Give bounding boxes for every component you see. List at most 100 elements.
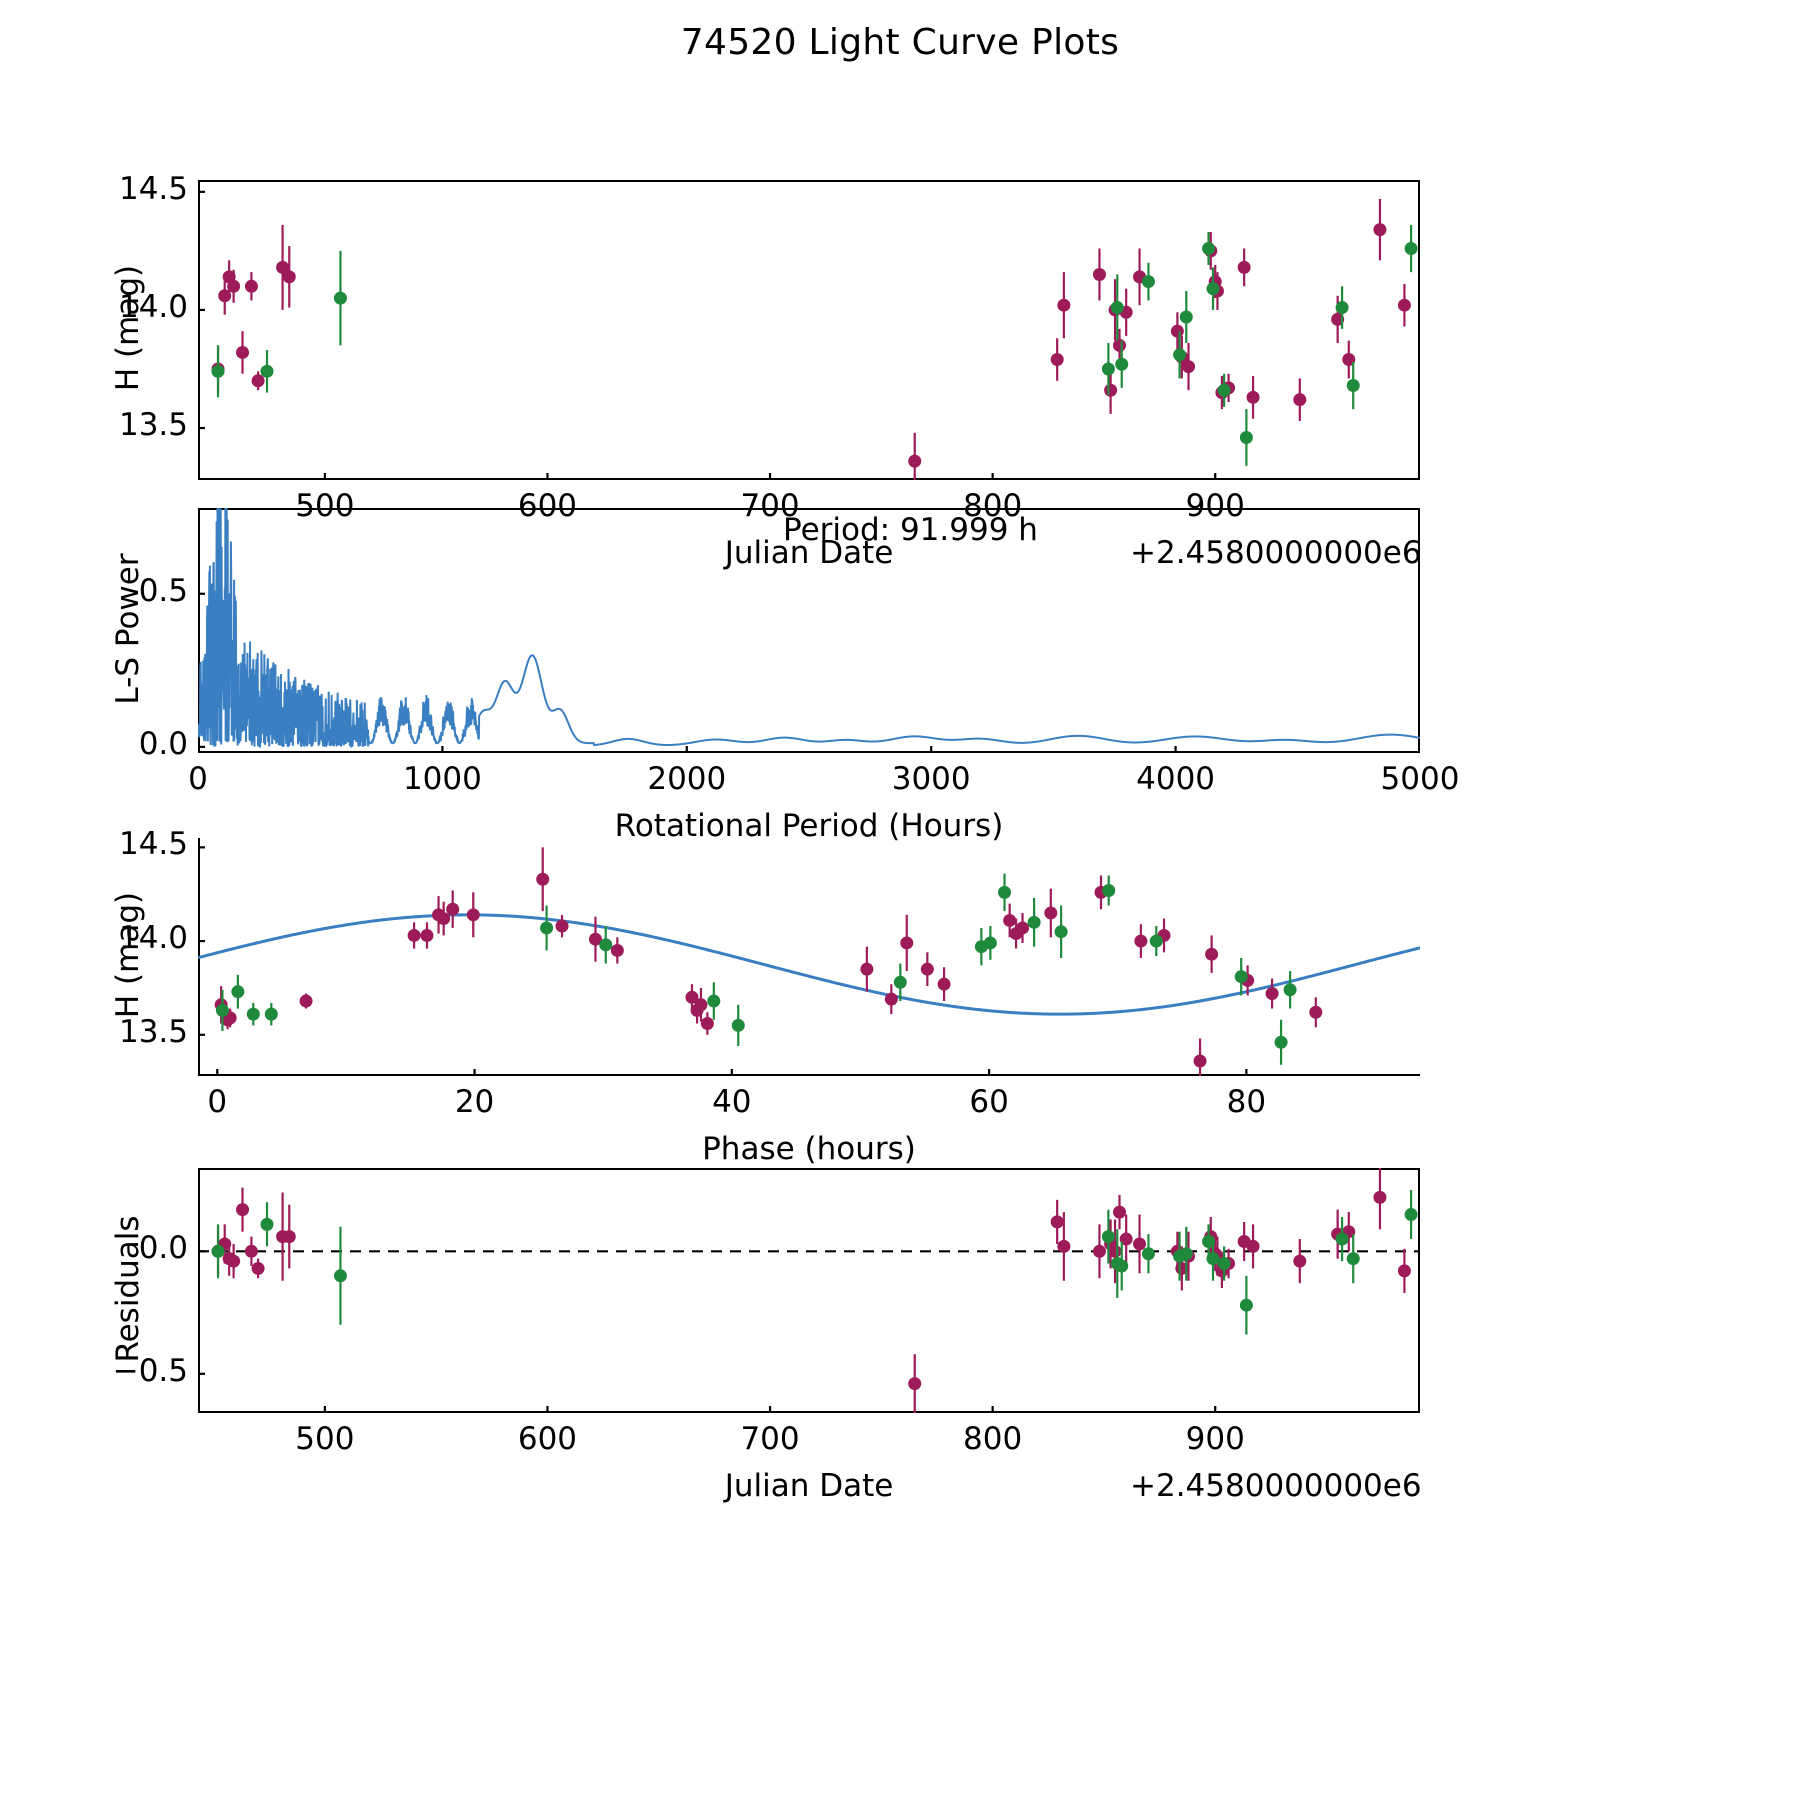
periodogram-canvas [198,508,1420,753]
data-point [1237,260,1251,274]
data-point [333,1269,347,1283]
data-point [1101,362,1115,376]
data-point [251,374,265,388]
data-point [1206,1252,1220,1266]
data-point [1092,1244,1106,1258]
phase-folded-ytick: 13.5 [118,1013,188,1050]
data-point [1102,883,1116,897]
data-point [1092,267,1106,281]
data-point [1057,1239,1071,1253]
data-point [244,1244,258,1258]
data-point [685,990,699,1004]
data-point [1113,338,1127,352]
data-point [227,1254,241,1268]
data-point [282,1230,296,1244]
data-point [1141,1247,1155,1261]
phase-folded-ytick: 14.5 [118,826,188,863]
data-point [227,279,241,293]
data-point [251,1261,265,1275]
data-point [1050,353,1064,367]
data-point [236,345,250,359]
residuals-ytick: −0.5 [112,1352,188,1389]
residuals-xtick: 600 [517,1421,578,1457]
data-point [1342,353,1356,367]
data-point [1057,298,1071,312]
data-point [983,936,997,950]
data-point [908,1377,922,1391]
data-point [1173,348,1187,362]
data-point [937,977,951,991]
data-point [884,992,898,1006]
data-point [1373,1190,1387,1204]
periodogram-ytick: 0.5 [138,572,188,609]
data-point [1027,915,1041,929]
figure-title: 74520 Light Curve Plots [680,22,1120,63]
data-point [610,943,624,957]
data-point [282,270,296,284]
data-point [893,975,907,989]
data-point [211,1244,225,1258]
data-point [1101,1230,1115,1244]
data-point [437,912,451,926]
data-point [1016,921,1030,935]
data-point [1265,987,1279,1001]
periodogram-xtick: 2000 [647,761,727,797]
data-point [1283,983,1297,997]
periodogram-xtick: 4000 [1136,761,1216,797]
lightcurve-xtick: 600 [517,488,578,524]
panel-residuals-frame [198,1168,1420,1413]
data-point [1110,301,1124,315]
data-point [1217,383,1231,397]
data-point [998,885,1012,899]
data-point [420,928,434,942]
data-point [1246,390,1260,404]
data-point [920,962,934,976]
lightcurve-xtick: 700 [740,488,800,524]
data-point [900,936,914,950]
data-point [218,289,232,303]
data-point [264,1007,278,1021]
data-point [1134,934,1148,948]
data-point [860,962,874,976]
lightcurve-xtick: 500 [295,488,355,524]
phase-folded-xtick: 80 [1226,1084,1267,1120]
data-point [260,364,274,378]
lightcurve-xtick: 900 [1185,488,1245,524]
data-point [1239,430,1253,444]
data-point [276,260,290,274]
phase-folded-xtick: 60 [969,1084,1009,1120]
panel-phase-folded [198,838,1420,1076]
lightcurve-xtick: 800 [963,488,1023,524]
phase-folded-xtick: 40 [712,1084,752,1120]
data-point [694,998,708,1012]
data-point [1113,1205,1127,1219]
data-point [299,994,313,1008]
data-point [246,1007,260,1021]
periodogram-xtick: 3000 [891,761,971,797]
data-point [1115,1259,1129,1273]
data-point [1335,301,1349,315]
data-point [1003,913,1017,927]
panel-periodogram [198,508,1420,753]
data-point [908,454,922,468]
data-point [1404,242,1418,256]
data-point [1293,1254,1307,1268]
data-point [1044,906,1058,920]
residuals-xtick: 800 [963,1421,1023,1457]
residuals-xtick: 700 [740,1421,800,1457]
data-point [1373,223,1387,237]
periodogram-xtick: 0 [188,761,208,797]
data-point [700,1017,714,1031]
panel-lightcurve [198,180,1420,480]
period-annotation: Period: 91.999 h [783,512,1038,548]
residuals-ylabel: Residuals [110,1214,146,1363]
data-point [1170,324,1184,338]
data-point [1234,970,1248,984]
data-point [260,1217,274,1231]
data-point [1054,925,1068,939]
data-point [1133,1237,1147,1251]
periodogram-ytick: 0.0 [138,725,188,762]
data-point [1217,1257,1231,1271]
panel-lightcurve-frame [198,180,1420,480]
